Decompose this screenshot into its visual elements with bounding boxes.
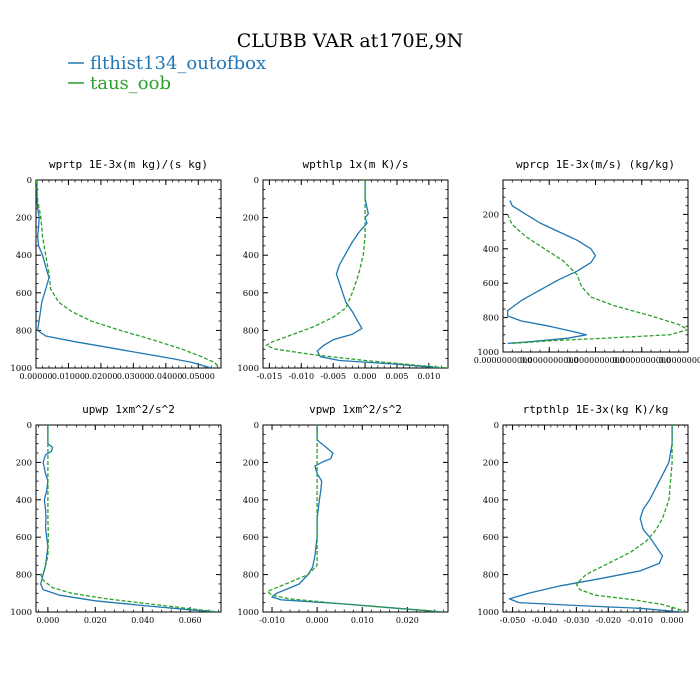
x-tick-label-6-2: -0.030 (564, 616, 590, 625)
x-tick-label-5-1: 0.000 (306, 616, 329, 625)
y-tick-label-1-4: 800 (16, 326, 32, 336)
panel-5: vpwp 1xm^2/s^2 0 200 400 600 800 1000-0.010 0.0… (237, 403, 449, 625)
y-tick-label-6-2: 400 (483, 496, 499, 506)
x-tick-label-6-4: -0.010 (627, 616, 653, 625)
plot-frame-4 (35, 424, 222, 613)
y-tick-label-5-3: 600 (243, 533, 259, 543)
y-tick-label-2-5: 1000 (237, 364, 259, 374)
x-tick-label-3-4: 0.0000000000 (659, 356, 700, 365)
y-tick-label-4-0: 0 (27, 421, 32, 431)
plot-frame-5 (262, 424, 449, 613)
y-tick-label-3-2: 600 (483, 279, 499, 289)
panel-title-3: wprcp 1E-3x(m/s) (kg/kg) (516, 158, 675, 171)
y-tick-label-2-4: 800 (243, 326, 259, 336)
x-tick-label-4-1: 0.020 (84, 616, 107, 625)
series-line-4-flthist134 (40, 425, 219, 612)
y-tick-label-3-0: 200 (483, 210, 499, 220)
series-line-5-taus-oob (266, 425, 444, 612)
x-tick-label-3-1: 0.0000000000 (520, 356, 579, 365)
figure-title: CLUBB VAR at170E,9N (237, 30, 463, 52)
panel-3: wprcp 1E-3x(m/s) (kg/kg) 200 400 600 800 1000… (474, 158, 700, 365)
y-tick-label-6-5: 1000 (477, 608, 499, 618)
x-tick-label-5-2: 0.010 (351, 616, 374, 625)
x-tick-label-1-1: 0.01000 (52, 372, 85, 381)
x-tick-label-6-0: -0.050 (500, 616, 526, 625)
x-tick-label-1-0: 0.00000 (19, 372, 52, 381)
y-tick-label-6-4: 800 (483, 571, 499, 581)
panel-6: rtpthlp 1E-3x(kg K)/kg02004006008001000-… (477, 403, 689, 625)
y-tick-label-5-5: 1000 (237, 608, 259, 618)
series-line-1-flthist134 (36, 180, 212, 368)
y-tick-label-1-3: 600 (16, 289, 32, 299)
y-tick-label-1-5: 1000 (10, 364, 32, 374)
y-tick-label-3-1: 400 (483, 245, 499, 255)
y-tick-label-1-0: 0 (27, 176, 32, 186)
panel-title-6: rtpthlp 1E-3x(kg K)/kg (523, 403, 669, 416)
x-tick-label-3-2: 0.0000000000 (566, 356, 625, 365)
plot-frame-6 (502, 424, 689, 613)
panel-title-5: vpwp 1xm^2/s^2 (309, 403, 402, 416)
x-tick-label-2-3: 0.000 (354, 372, 377, 381)
legend-label-flthist134: flthist134_outofbox (90, 53, 266, 74)
x-tick-label-6-3: -0.020 (595, 616, 621, 625)
y-tick-label-4-3: 600 (16, 533, 32, 543)
y-tick-label-4-4: 800 (16, 571, 32, 581)
series-line-6-taus-oob (575, 425, 686, 612)
y-tick-label-5-2: 400 (243, 496, 259, 506)
x-tick-label-4-0: 0.000 (36, 616, 59, 625)
y-tick-label-2-2: 400 (243, 251, 259, 261)
series-line-6-flthist134 (508, 425, 682, 612)
series-line-1-taus-oob (36, 180, 219, 368)
y-tick-label-5-0: 0 (254, 421, 259, 431)
panel-title-4: upwp 1xm^2/s^2 (82, 403, 175, 416)
series-line-5-flthist134 (271, 425, 444, 612)
y-tick-label-3-4: 1000 (477, 348, 499, 358)
y-tick-label-6-0: 0 (494, 421, 499, 431)
x-tick-label-2-2: -0.005 (320, 372, 346, 381)
x-tick-label-5-0: -0.010 (259, 616, 285, 625)
series-line-3-taus-oob (507, 214, 688, 345)
y-tick-label-1-1: 200 (16, 214, 32, 224)
x-tick-label-4-2: 0.040 (131, 616, 154, 625)
x-tick-label-2-4: 0.005 (386, 372, 409, 381)
x-tick-label-1-2: 0.02000 (84, 372, 117, 381)
y-tick-label-4-2: 400 (16, 496, 32, 506)
panel-4: upwp 1xm^2/s^2 0 200 400 600 800 1000 0.000 0.02… (10, 403, 222, 625)
panel-1: wprtp 1E-3x(m kg)/(s kg) 0 200 400 600 800 100… (10, 158, 222, 381)
series-line-2-taus-oob (265, 180, 448, 368)
x-tick-label-4-3: 0.060 (179, 616, 202, 625)
x-tick-label-1-5: 0.05000 (182, 372, 215, 381)
panel-title-2: wpthlp 1x(m K)/s (303, 158, 409, 171)
y-tick-label-5-1: 200 (243, 458, 259, 468)
x-tick-label-5-3: 0.020 (396, 616, 419, 625)
y-tick-label-3-3: 800 (483, 314, 499, 324)
y-tick-label-2-1: 200 (243, 214, 259, 224)
series-line-4-taus-oob (40, 425, 219, 612)
y-tick-label-5-4: 800 (243, 571, 259, 581)
x-tick-label-1-3: 0.03000 (117, 372, 150, 381)
y-tick-label-6-1: 200 (483, 458, 499, 468)
series-line-3-flthist134 (506, 200, 597, 345)
x-tick-label-6-5: 0.000 (661, 616, 684, 625)
y-tick-label-1-2: 400 (16, 251, 32, 261)
y-tick-label-6-3: 600 (483, 533, 499, 543)
x-tick-label-2-5: 0.010 (417, 372, 440, 381)
x-tick-label-1-4: 0.04000 (149, 372, 182, 381)
legend-label-taus-oob: taus_oob (90, 73, 171, 94)
y-tick-label-4-1: 200 (16, 458, 32, 468)
series-line-2-flthist134 (316, 180, 442, 368)
y-tick-label-2-0: 0 (254, 176, 259, 186)
x-tick-label-2-0: -0.015 (257, 372, 283, 381)
x-tick-label-3-3: 0.0000000000 (612, 356, 671, 365)
x-tick-label-2-1: -0.010 (288, 372, 314, 381)
y-tick-label-4-5: 1000 (10, 608, 32, 618)
plot-frame-3 (502, 179, 689, 353)
panel-title-1: wprtp 1E-3x(m kg)/(s kg) (49, 158, 208, 171)
x-tick-label-3-0: 0.0000000000 (474, 356, 533, 365)
x-tick-label-6-1: -0.040 (532, 616, 558, 625)
panel-2: wpthlp 1x(m K)/s02004006008001000-0.015-… (237, 158, 449, 381)
plot-frame-2 (262, 179, 449, 369)
y-tick-label-2-3: 600 (243, 289, 259, 299)
